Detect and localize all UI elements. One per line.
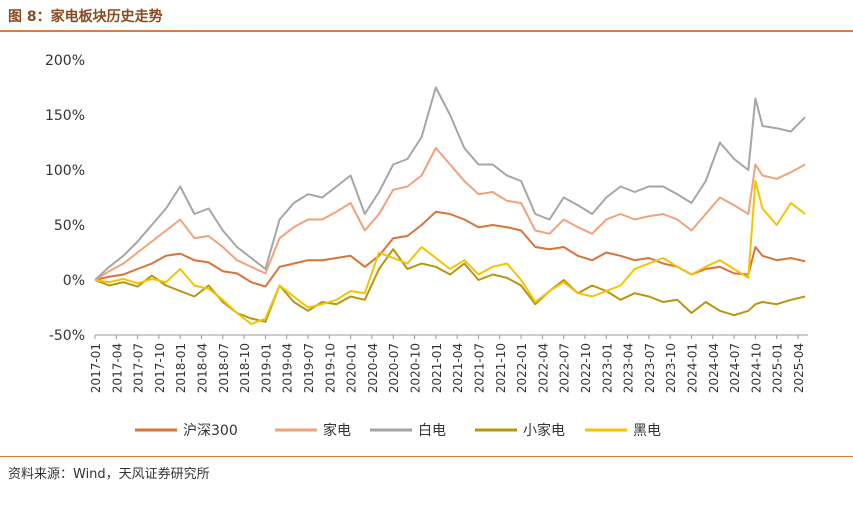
x-tick-label: 2021-07: [472, 343, 486, 393]
legend: 沪深300 家电 白电 小家电 黑电: [135, 422, 661, 439]
x-tick-label: 2024-07: [728, 343, 742, 393]
x-tick-label: 2019-01: [259, 343, 273, 393]
title-rule: [0, 30, 853, 32]
x-axis: 2017-01 2017-04 2017-07 2017-10 2018-01 2018-…: [89, 334, 808, 393]
y-tick-label: 100%: [45, 163, 85, 179]
legend-label: 家电: [323, 422, 351, 439]
series-lines: [94, 86, 806, 325]
x-tick-label: 2022-01: [515, 343, 529, 393]
x-tick-label: 2018-04: [196, 343, 210, 393]
x-tick-label: 2022-10: [579, 343, 593, 393]
y-tick-label: -50%: [49, 328, 85, 344]
x-tick-label: 2022-07: [558, 343, 572, 393]
x-tick-label: 2018-10: [238, 343, 252, 393]
x-tick-label: 2021-01: [430, 343, 444, 393]
figure-title: 图 8：家电板块历史走势: [8, 9, 163, 25]
x-tick-label: 2023-04: [622, 343, 636, 393]
x-tick-label: 2019-04: [281, 343, 295, 393]
source-note: 资料来源：Wind，天风证券研究所: [8, 467, 210, 482]
y-tick-label: 0%: [63, 273, 85, 289]
x-tick-label: 2017-07: [132, 343, 146, 393]
series-line-家电: [94, 147, 806, 281]
x-tick-label: 2020-01: [345, 343, 359, 393]
series-line-黑电: [94, 180, 806, 325]
x-tick-label: 2021-04: [451, 343, 465, 393]
line-chart: -50%0%50%100%150%200% 2017-01 2017-04 2017…: [45, 53, 808, 439]
x-tick-label: 2019-10: [323, 343, 337, 393]
x-tick-label: 2023-01: [600, 343, 614, 393]
x-tick-label: 2018-07: [217, 343, 231, 393]
x-tick-label: 2025-04: [792, 343, 806, 393]
x-tick-label: 2020-04: [366, 343, 380, 393]
x-tick-label: 2025-01: [771, 343, 785, 393]
y-tick-label: 200%: [45, 53, 85, 69]
x-tick-label: 2019-07: [302, 343, 316, 393]
x-tick-label: 2017-10: [153, 343, 167, 393]
y-tick-label: 150%: [45, 108, 85, 124]
footer-rule: [0, 456, 853, 457]
x-tick-label: 2020-07: [387, 343, 401, 393]
x-tick-label: 2023-07: [643, 343, 657, 393]
x-tick-label: 2024-01: [685, 343, 699, 393]
legend-label: 白电: [418, 423, 446, 439]
x-tick-label: 2024-04: [707, 343, 721, 393]
y-tick-label: 50%: [54, 218, 85, 234]
series-line-小家电: [94, 248, 806, 323]
y-axis: -50% 0% 50% 100% 150% 200%: [45, 53, 85, 344]
x-tick-label: 2017-01: [89, 343, 103, 393]
x-tick-label: 2018-01: [174, 343, 188, 393]
x-tick-label: 2024-10: [749, 343, 763, 393]
x-tick-label: 2022-04: [536, 343, 550, 393]
series-line-白电: [94, 86, 806, 281]
legend-label: 黑电: [633, 423, 661, 439]
legend-label: 小家电: [523, 422, 565, 439]
x-tick-label: 2023-10: [664, 343, 678, 393]
x-tick-label: 2021-10: [494, 343, 508, 393]
x-tick-label: 2017-04: [110, 343, 124, 393]
legend-label: 沪深300: [183, 423, 238, 439]
x-tick-label: 2020-10: [409, 343, 423, 393]
